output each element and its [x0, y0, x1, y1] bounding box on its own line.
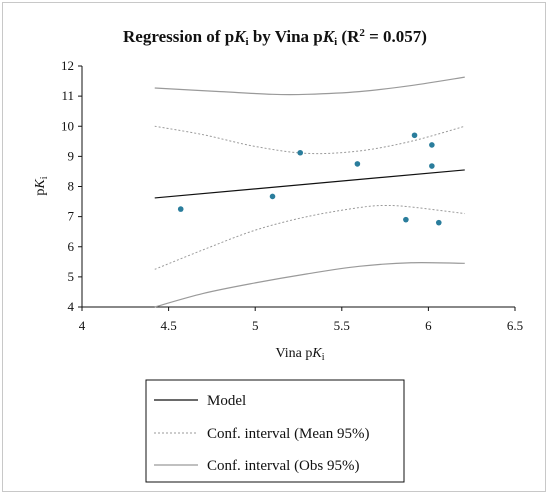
- data-point: [411, 132, 418, 139]
- data-point: [403, 216, 409, 223]
- ci-mean-upper-curve: [154, 125, 465, 155]
- data-points: [177, 132, 442, 226]
- y-tick-label: 8: [68, 179, 75, 194]
- y-tick-label: 10: [61, 118, 74, 133]
- x-tick-label: 4.5: [160, 318, 176, 333]
- y-tick-label: 6: [68, 239, 75, 254]
- ci-obs-lower-curve: [154, 261, 465, 308]
- ci-obs-upper-curve: [154, 76, 465, 96]
- data-point: [269, 193, 276, 200]
- legend-ci-obs-label: Conf. interval (Obs 95%): [207, 458, 359, 474]
- y-axis-title: pKi: [33, 176, 50, 195]
- model-line: [154, 169, 465, 199]
- legend-model-label: Model: [207, 393, 246, 409]
- data-point: [297, 149, 304, 156]
- legend-ci-mean-label: Conf. interval (Mean 95%): [207, 426, 369, 442]
- y-tick-label: 5: [68, 269, 75, 284]
- x-tick-label: 5: [252, 318, 259, 333]
- x-ticks: 4 4.5 5 5.5 6 6.5: [79, 307, 523, 333]
- y-tick-label: 7: [68, 209, 75, 224]
- data-point: [429, 142, 435, 148]
- data-point: [354, 161, 361, 167]
- legend: Model Conf. interval (Mean 95%) Conf. in…: [145, 379, 405, 483]
- y-tick-label: 12: [61, 58, 74, 73]
- y-tick-label: 11: [61, 88, 74, 103]
- x-tick-label: 5.5: [334, 318, 350, 333]
- x-tick-label: 6: [425, 318, 432, 333]
- ci-mean-lower-curve: [154, 204, 465, 270]
- y-tick-label: 9: [68, 148, 75, 163]
- plot-area: [81, 66, 515, 308]
- y-ticks: 4 5 6 7 8 9 10 11 12: [61, 58, 82, 314]
- data-point: [177, 206, 184, 212]
- x-tick-label: 4: [79, 318, 86, 333]
- legend-box: [145, 379, 405, 483]
- data-point: [435, 219, 442, 226]
- x-tick-label: 6.5: [507, 318, 523, 333]
- data-point: [429, 163, 435, 169]
- chart-title: Regression of pKi by Vina pKi (R2 = 0.05…: [123, 27, 427, 48]
- y-tick-label: 4: [68, 299, 75, 314]
- x-axis-title: Vina pKi: [276, 346, 325, 363]
